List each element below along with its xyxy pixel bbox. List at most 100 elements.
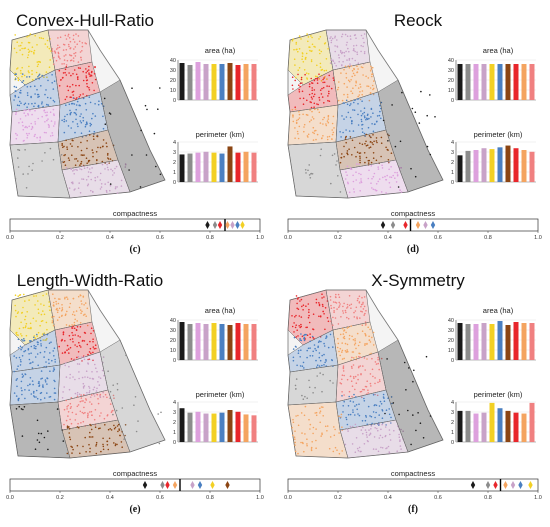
map-point — [298, 325, 300, 327]
map-point — [69, 402, 72, 405]
map-point — [379, 110, 381, 113]
map-point — [350, 325, 352, 327]
map-point — [61, 338, 63, 341]
map-point — [291, 315, 293, 317]
map-point — [66, 96, 68, 98]
map-point — [330, 36, 332, 38]
map-point — [82, 296, 85, 298]
map-point — [77, 125, 79, 128]
map-point — [365, 118, 367, 121]
map-point — [292, 88, 294, 90]
map-point — [359, 86, 362, 88]
map-point — [18, 405, 21, 408]
map-point — [65, 48, 68, 51]
map-point — [22, 306, 24, 309]
map-point — [70, 167, 72, 169]
map-point — [315, 414, 318, 417]
perimeter-bar — [473, 150, 479, 182]
map-point — [44, 111, 46, 114]
map-point — [27, 348, 30, 351]
map-point — [80, 162, 82, 165]
map-point — [343, 394, 345, 396]
map-point — [369, 87, 372, 89]
map-point — [364, 369, 366, 371]
map-point — [86, 307, 89, 310]
map-point — [367, 177, 370, 180]
map-point — [33, 347, 36, 349]
map-point — [34, 121, 36, 123]
map-point — [125, 354, 127, 357]
map-point — [82, 412, 85, 415]
map-point — [302, 113, 304, 116]
map-point — [34, 356, 37, 358]
map-point — [358, 355, 360, 358]
map-point — [92, 330, 95, 332]
map-point — [36, 61, 39, 63]
map-point — [348, 395, 350, 398]
map-point — [67, 348, 70, 350]
map-point — [82, 70, 84, 73]
map-point — [294, 430, 296, 432]
map-point — [413, 369, 415, 372]
map-point — [366, 423, 368, 426]
map-point — [381, 417, 384, 419]
map-point — [359, 91, 361, 93]
map-point — [339, 347, 342, 350]
map-point — [386, 447, 388, 449]
map-point — [379, 380, 381, 383]
map-point — [429, 153, 432, 156]
map-point — [346, 41, 348, 44]
map-point — [30, 128, 33, 130]
compactness-tick-label: 0.0 — [6, 235, 14, 241]
map-point — [89, 451, 91, 453]
map-point — [346, 150, 349, 152]
compactness-tick-label: 1.0 — [256, 495, 264, 501]
map-point — [79, 192, 82, 194]
map-point — [347, 79, 350, 82]
map-point — [43, 351, 46, 353]
map-point — [21, 373, 24, 375]
map-point — [48, 305, 50, 308]
area-tick-label: 40 — [170, 318, 176, 324]
map-point — [30, 326, 32, 329]
map-point — [311, 82, 314, 84]
map-point — [403, 361, 406, 364]
map-point — [62, 333, 65, 336]
map-point — [308, 379, 310, 382]
map-point — [76, 97, 78, 99]
map-point — [342, 405, 344, 407]
map-point — [102, 448, 105, 451]
map-point — [108, 437, 111, 440]
map-point — [353, 49, 355, 52]
map-point — [88, 411, 91, 413]
map-point — [343, 145, 345, 148]
map-point — [359, 341, 361, 343]
map-point — [46, 96, 49, 99]
map-point — [94, 363, 96, 366]
map-point — [17, 79, 20, 82]
map-point — [323, 345, 326, 347]
area-tick-label: 40 — [448, 58, 454, 64]
map-point — [350, 65, 353, 67]
map-point — [86, 343, 89, 346]
map-point — [77, 67, 80, 69]
map-point — [323, 313, 325, 315]
map-point — [20, 387, 23, 389]
map-point — [320, 50, 323, 53]
map-point — [124, 166, 127, 168]
map-point — [371, 66, 374, 69]
map-point — [80, 397, 83, 399]
map-point — [36, 439, 39, 441]
map-point — [371, 123, 373, 125]
perimeter-bar — [513, 412, 519, 442]
map-point — [358, 446, 361, 449]
map-point — [387, 159, 390, 161]
map-point — [45, 361, 47, 363]
map-point — [331, 133, 334, 136]
map-point — [332, 301, 335, 303]
map-point — [321, 390, 323, 393]
map-point — [73, 314, 76, 316]
map-point — [29, 383, 31, 386]
map-point — [398, 436, 401, 438]
map-point — [349, 116, 352, 119]
